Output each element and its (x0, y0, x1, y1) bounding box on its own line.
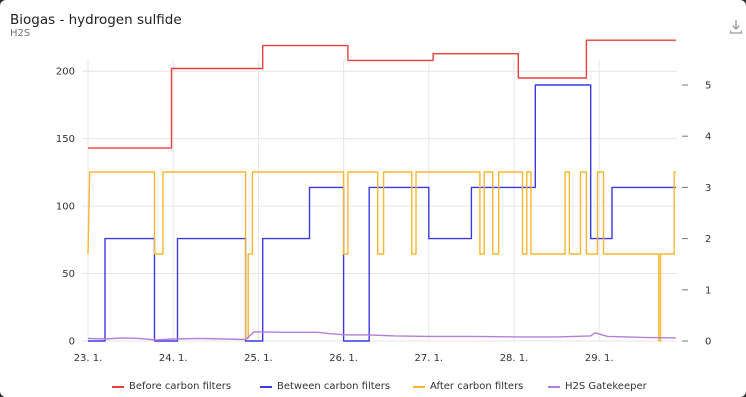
left-tick-label: 50 (62, 269, 75, 280)
card-header: Biogas - hydrogen sulfide H2S (10, 12, 182, 40)
legend-label: Between carbon filters (277, 381, 391, 392)
series-line-4 (87, 331, 676, 341)
legend-item[interactable]: Before carbon filters (112, 381, 231, 392)
right-tick-label: 2 (705, 234, 711, 245)
series-line-3 (87, 171, 676, 342)
legend-swatch (413, 385, 425, 388)
x-tick-label: 28. 1. (500, 353, 529, 364)
legend-label: After carbon filters (430, 381, 524, 392)
series-lines (87, 39, 676, 342)
legend-label: Before carbon filters (129, 381, 232, 392)
x-tick-label: 25. 1. (244, 353, 273, 364)
x-tick-label: 29. 1. (585, 353, 614, 364)
right-tick-label: 3 (705, 183, 711, 194)
legend-swatch (112, 385, 124, 388)
left-tick-label: 150 (56, 134, 75, 145)
x-tick-label: 26. 1. (329, 353, 358, 364)
x-tick-label: 27. 1. (414, 353, 443, 364)
left-tick-label: 100 (56, 202, 75, 213)
legend-item[interactable]: Between carbon filters (260, 381, 390, 392)
left-tick-label: 0 (69, 337, 75, 348)
left-y-axis: 0 50 100 150 200 (56, 67, 75, 348)
legend-swatch (260, 385, 272, 388)
left-tick-label: 200 (56, 67, 75, 78)
card-subtitle: H2S (10, 28, 31, 39)
x-tick-label: 24. 1. (159, 353, 188, 364)
right-tick-label: 1 (705, 285, 711, 296)
card-title: Biogas - hydrogen sulfide (10, 12, 182, 28)
legend-item[interactable]: H2S Gatekeeper (548, 381, 647, 392)
download-icon[interactable] (728, 18, 744, 36)
legend-item[interactable]: After carbon filters (413, 381, 523, 392)
legend-swatch (548, 385, 560, 388)
line-chart: 0 50 100 150 200 0 1 2 3 4 5 23. 1. 24. 1. 25. 1. 26… (56, 39, 711, 364)
x-axis: 23. 1. 24. 1. 25. 1. 26. 1. 27. 1. 28. 1. 29. … (74, 353, 614, 364)
right-y-axis: 0 1 2 3 4 5 (682, 81, 711, 348)
right-tick-label: 5 (705, 81, 711, 92)
series-line-1 (88, 39, 676, 149)
right-tick-label: 4 (705, 132, 711, 143)
legend-label: H2S Gatekeeper (565, 381, 647, 392)
right-tick-label: 0 (705, 337, 711, 348)
series-line-2 (88, 84, 676, 342)
x-tick-label: 23. 1. (74, 353, 103, 364)
chart-legend: Before carbon filters Between carbon filt… (0, 379, 746, 397)
